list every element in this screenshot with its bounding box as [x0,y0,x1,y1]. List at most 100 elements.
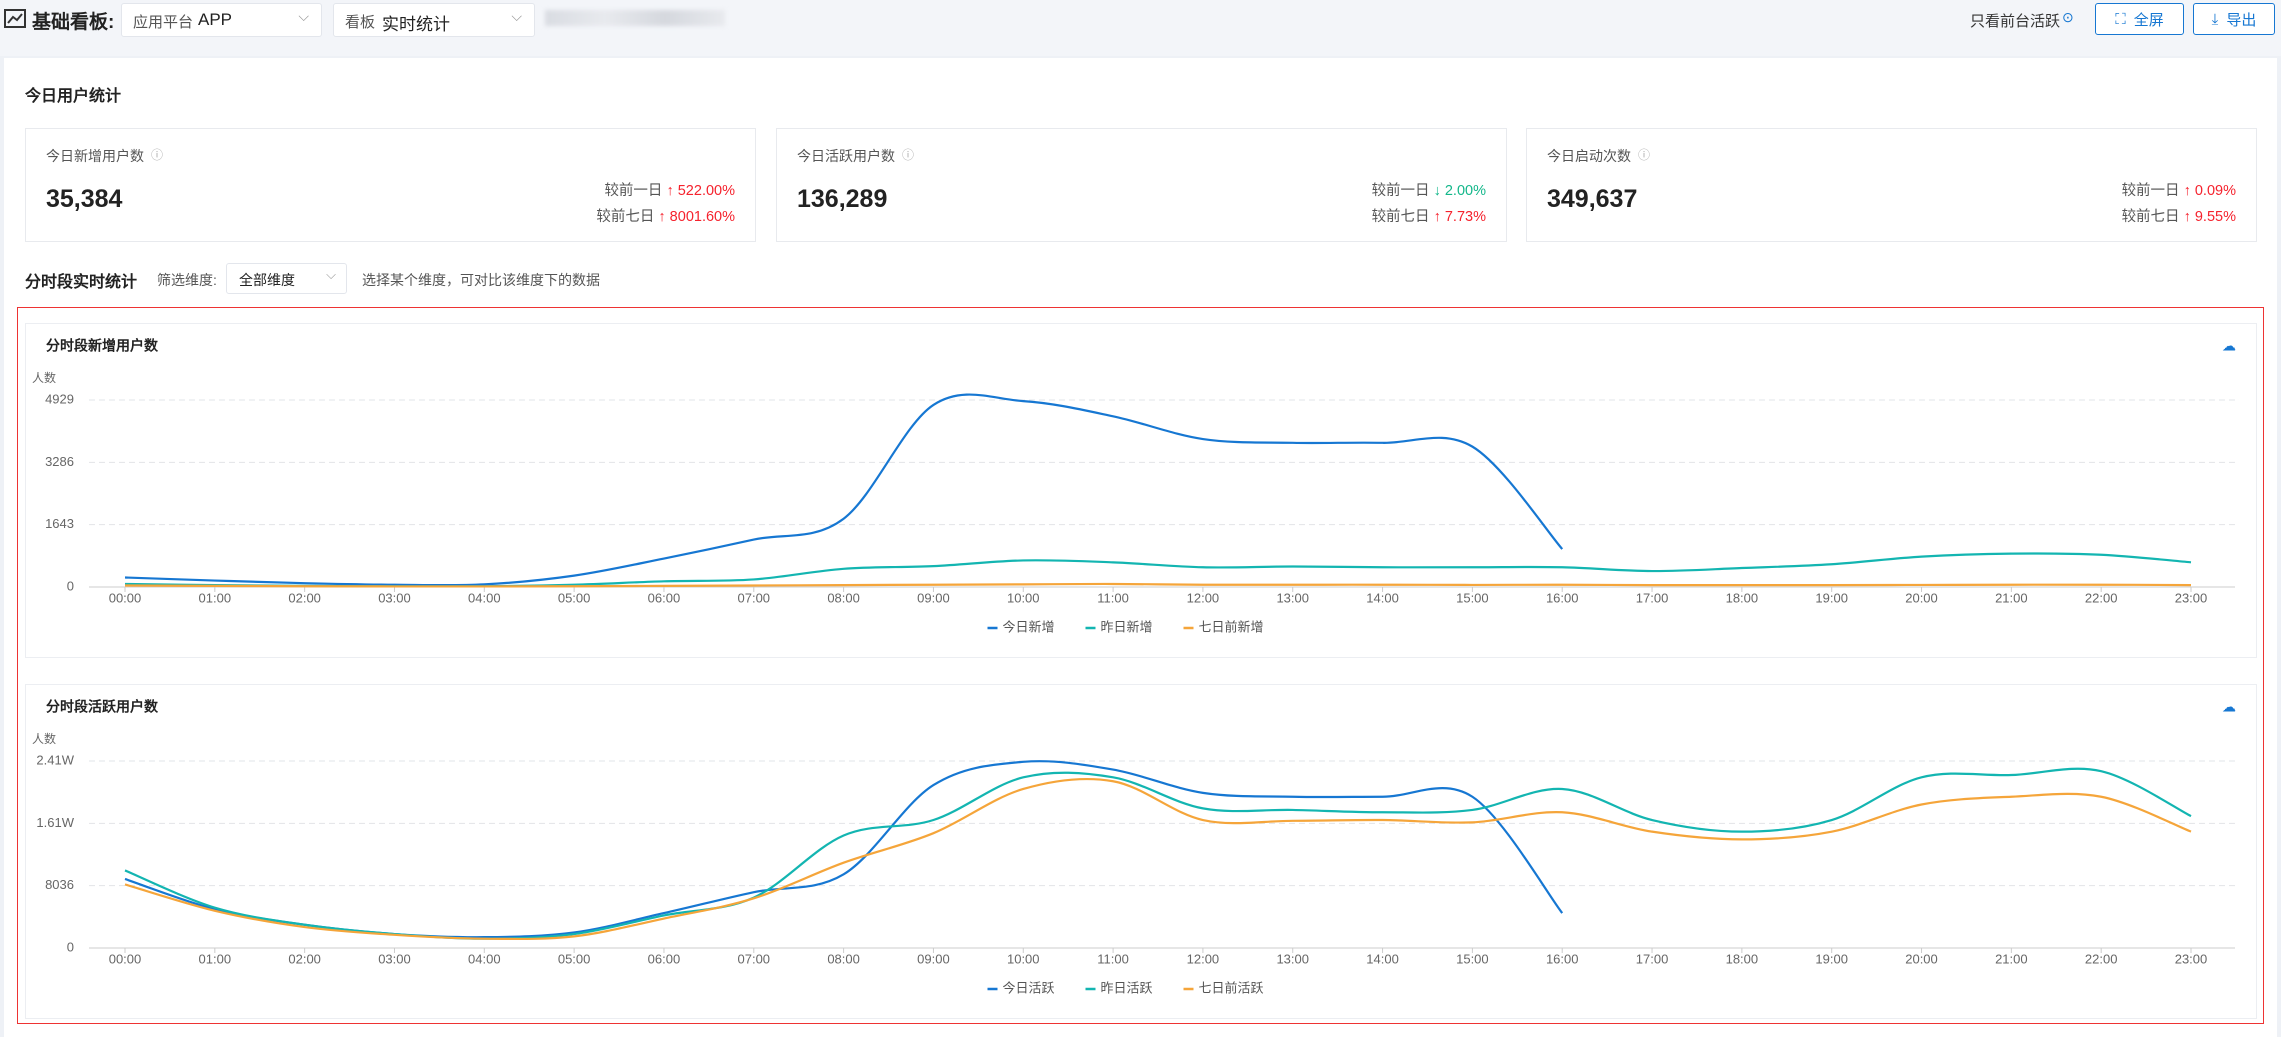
x-tick-label: 02:00 [288,590,321,605]
chart: 分时段新增用户数 ☁ 人数 0 1643 3286 4929 00:00 01:00 02:00 0… [32,338,2236,635]
x-tick-label: 04:00 [468,590,501,605]
x-tick-label: 04:00 [468,951,501,966]
chart: 分时段活跃用户数 ☁ 人数 0 8036 1.61W 2.41W 00:00 01:00 02:0… [32,699,2236,996]
stat-card: 今日新增用户数 ⓘ 35,384 较前一日 ↑ 522.00% 较前七日 ↑ 80… [25,128,756,242]
stat-card: 今日活跃用户数 ⓘ 136,289 较前一日 ↓ 2.00% 较前七日 ↑ 7.7… [776,128,1507,242]
section-title: 今日用户统计 [25,88,122,105]
x-tick-label: 07:00 [738,590,771,605]
x-tick-label: 22:00 [2085,590,2118,605]
x-tick-label: 11:00 [1097,590,1129,605]
card-title: 今日新增用户数 [46,148,144,164]
x-tick-label: 01:00 [199,590,232,605]
series-line [124,552,2192,588]
x-tick-label: 05:00 [558,951,591,966]
compare-change: ↑ 9.55% [2183,209,2236,225]
chart-icon [4,9,26,28]
compare-change: ↑ 7.73% [1433,209,1486,225]
chart-title: 分时段新增用户数 [46,338,159,354]
x-tick-label: 09:00 [917,951,950,966]
page-title: 基础看板: [32,12,115,33]
help-icon: ⓘ [1638,148,1651,162]
compare-change: ↑ 8001.60% [658,209,735,225]
x-tick-label: 17:00 [1636,590,1669,605]
x-tick-label: 23:00 [2175,590,2208,605]
x-tick-label: 16:00 [1546,951,1579,966]
x-tick-label: 19:00 [1815,951,1848,966]
x-tick-label: 20:00 [1905,951,1938,966]
y-axis-label: 人数 [32,370,56,385]
fullscreen-button[interactable]: ⛶ 全屏 [2095,3,2184,35]
x-tick-label: 23:00 [2175,951,2208,966]
platform-select[interactable]: 应用平台 APP ⌵ [121,3,322,37]
x-tick-label: 18:00 [1726,590,1759,605]
filter-label: 筛选维度: [157,272,217,288]
card-value: 136,289 [797,185,888,213]
compare-change: ↓ 2.00% [1433,183,1486,199]
x-tick-label: 11:00 [1097,951,1129,966]
legend-label: 今日活跃 [1003,980,1055,995]
x-tick-label: 16:00 [1546,590,1579,605]
x-tick-label: 21:00 [1995,590,2028,605]
select-label: 应用平台 [133,14,194,31]
y-tick-label: 4929 [45,391,74,406]
y-tick-label: 2.41W [36,752,74,767]
y-tick-label: 1.61W [36,815,74,830]
card-title: 今日活跃用户数 [797,148,895,164]
x-tick-label: 03:00 [378,951,411,966]
x-tick-label: 15:00 [1456,590,1489,605]
compare-label: 较前七日 [596,209,655,225]
series-line [124,760,1564,939]
legend-label: 昨日新增 [1101,619,1153,634]
select-value: APP [198,10,233,29]
legend-label: 七日前活跃 [1199,980,1264,995]
blurred-text [545,10,725,26]
stat-card: 今日启动次数 ⓘ 349,637 较前一日 ↑ 0.09% 较前七日 ↑ 9.55… [1526,128,2257,242]
help-icon: ⓘ [902,148,915,162]
x-tick-label: 03:00 [378,590,411,605]
x-tick-label: 08:00 [827,590,860,605]
x-tick-label: 15:00 [1456,951,1489,966]
x-tick-label: 22:00 [2085,951,2118,966]
compare-row: 较前七日 ↑ 8001.60% [596,205,735,226]
foreground-toggle[interactable]: 只看前台活跃 [1970,13,2061,30]
select-label: 看板 [345,14,376,31]
x-tick-label: 07:00 [738,951,771,966]
series-line [124,767,2192,940]
x-tick-label: 17:00 [1636,951,1669,966]
help-icon: ⓘ [151,148,164,162]
compare-row: 较前一日 ↑ 522.00% [604,179,735,200]
button-label: 全屏 [2133,11,2164,29]
x-tick-label: 01:00 [199,951,232,966]
series-line [124,777,2192,941]
x-tick-label: 10:00 [1007,590,1040,605]
compare-row: 较前一日 ↑ 0.09% [2122,179,2236,200]
series-line [124,393,1564,587]
x-tick-label: 02:00 [288,951,321,966]
icon: ⛶ [2115,10,2126,28]
chevron: ⌵ [511,8,522,24]
info-icon: ⊙ [2062,9,2074,25]
filter-hint: 选择某个维度，可对比该维度下的数据 [362,272,600,288]
compare-row: 较前七日 ↑ 7.73% [1372,205,1486,226]
dimension-select[interactable]: 全部维度 ⌵ [226,263,347,294]
board-select[interactable]: 看板 实时统计 ⌵ [333,3,535,37]
button-label: 导出 [2226,11,2257,29]
x-tick-label: 09:00 [917,590,950,605]
x-tick-label: 13:00 [1276,590,1309,605]
x-tick-label: 00:00 [109,951,142,966]
compare-change: ↑ 522.00% [666,183,735,199]
compare-label: 较前七日 [2121,209,2180,225]
export-button[interactable]: ⤓ 导出 [2193,3,2275,35]
x-tick-label: 13:00 [1276,951,1309,966]
highlight-frame [17,307,2264,1024]
card-title: 今日启动次数 [1547,148,1631,164]
y-axis-label: 人数 [32,731,56,746]
select-value: 全部维度 [239,272,295,288]
chevron: ⌵ [298,8,309,24]
card-value: 349,637 [1547,185,1638,213]
x-tick-label: 14:00 [1366,951,1399,966]
compare-label: 较前七日 [1371,209,1430,225]
x-tick-label: 19:00 [1815,590,1848,605]
section-title: 分时段实时统计 [25,274,138,291]
